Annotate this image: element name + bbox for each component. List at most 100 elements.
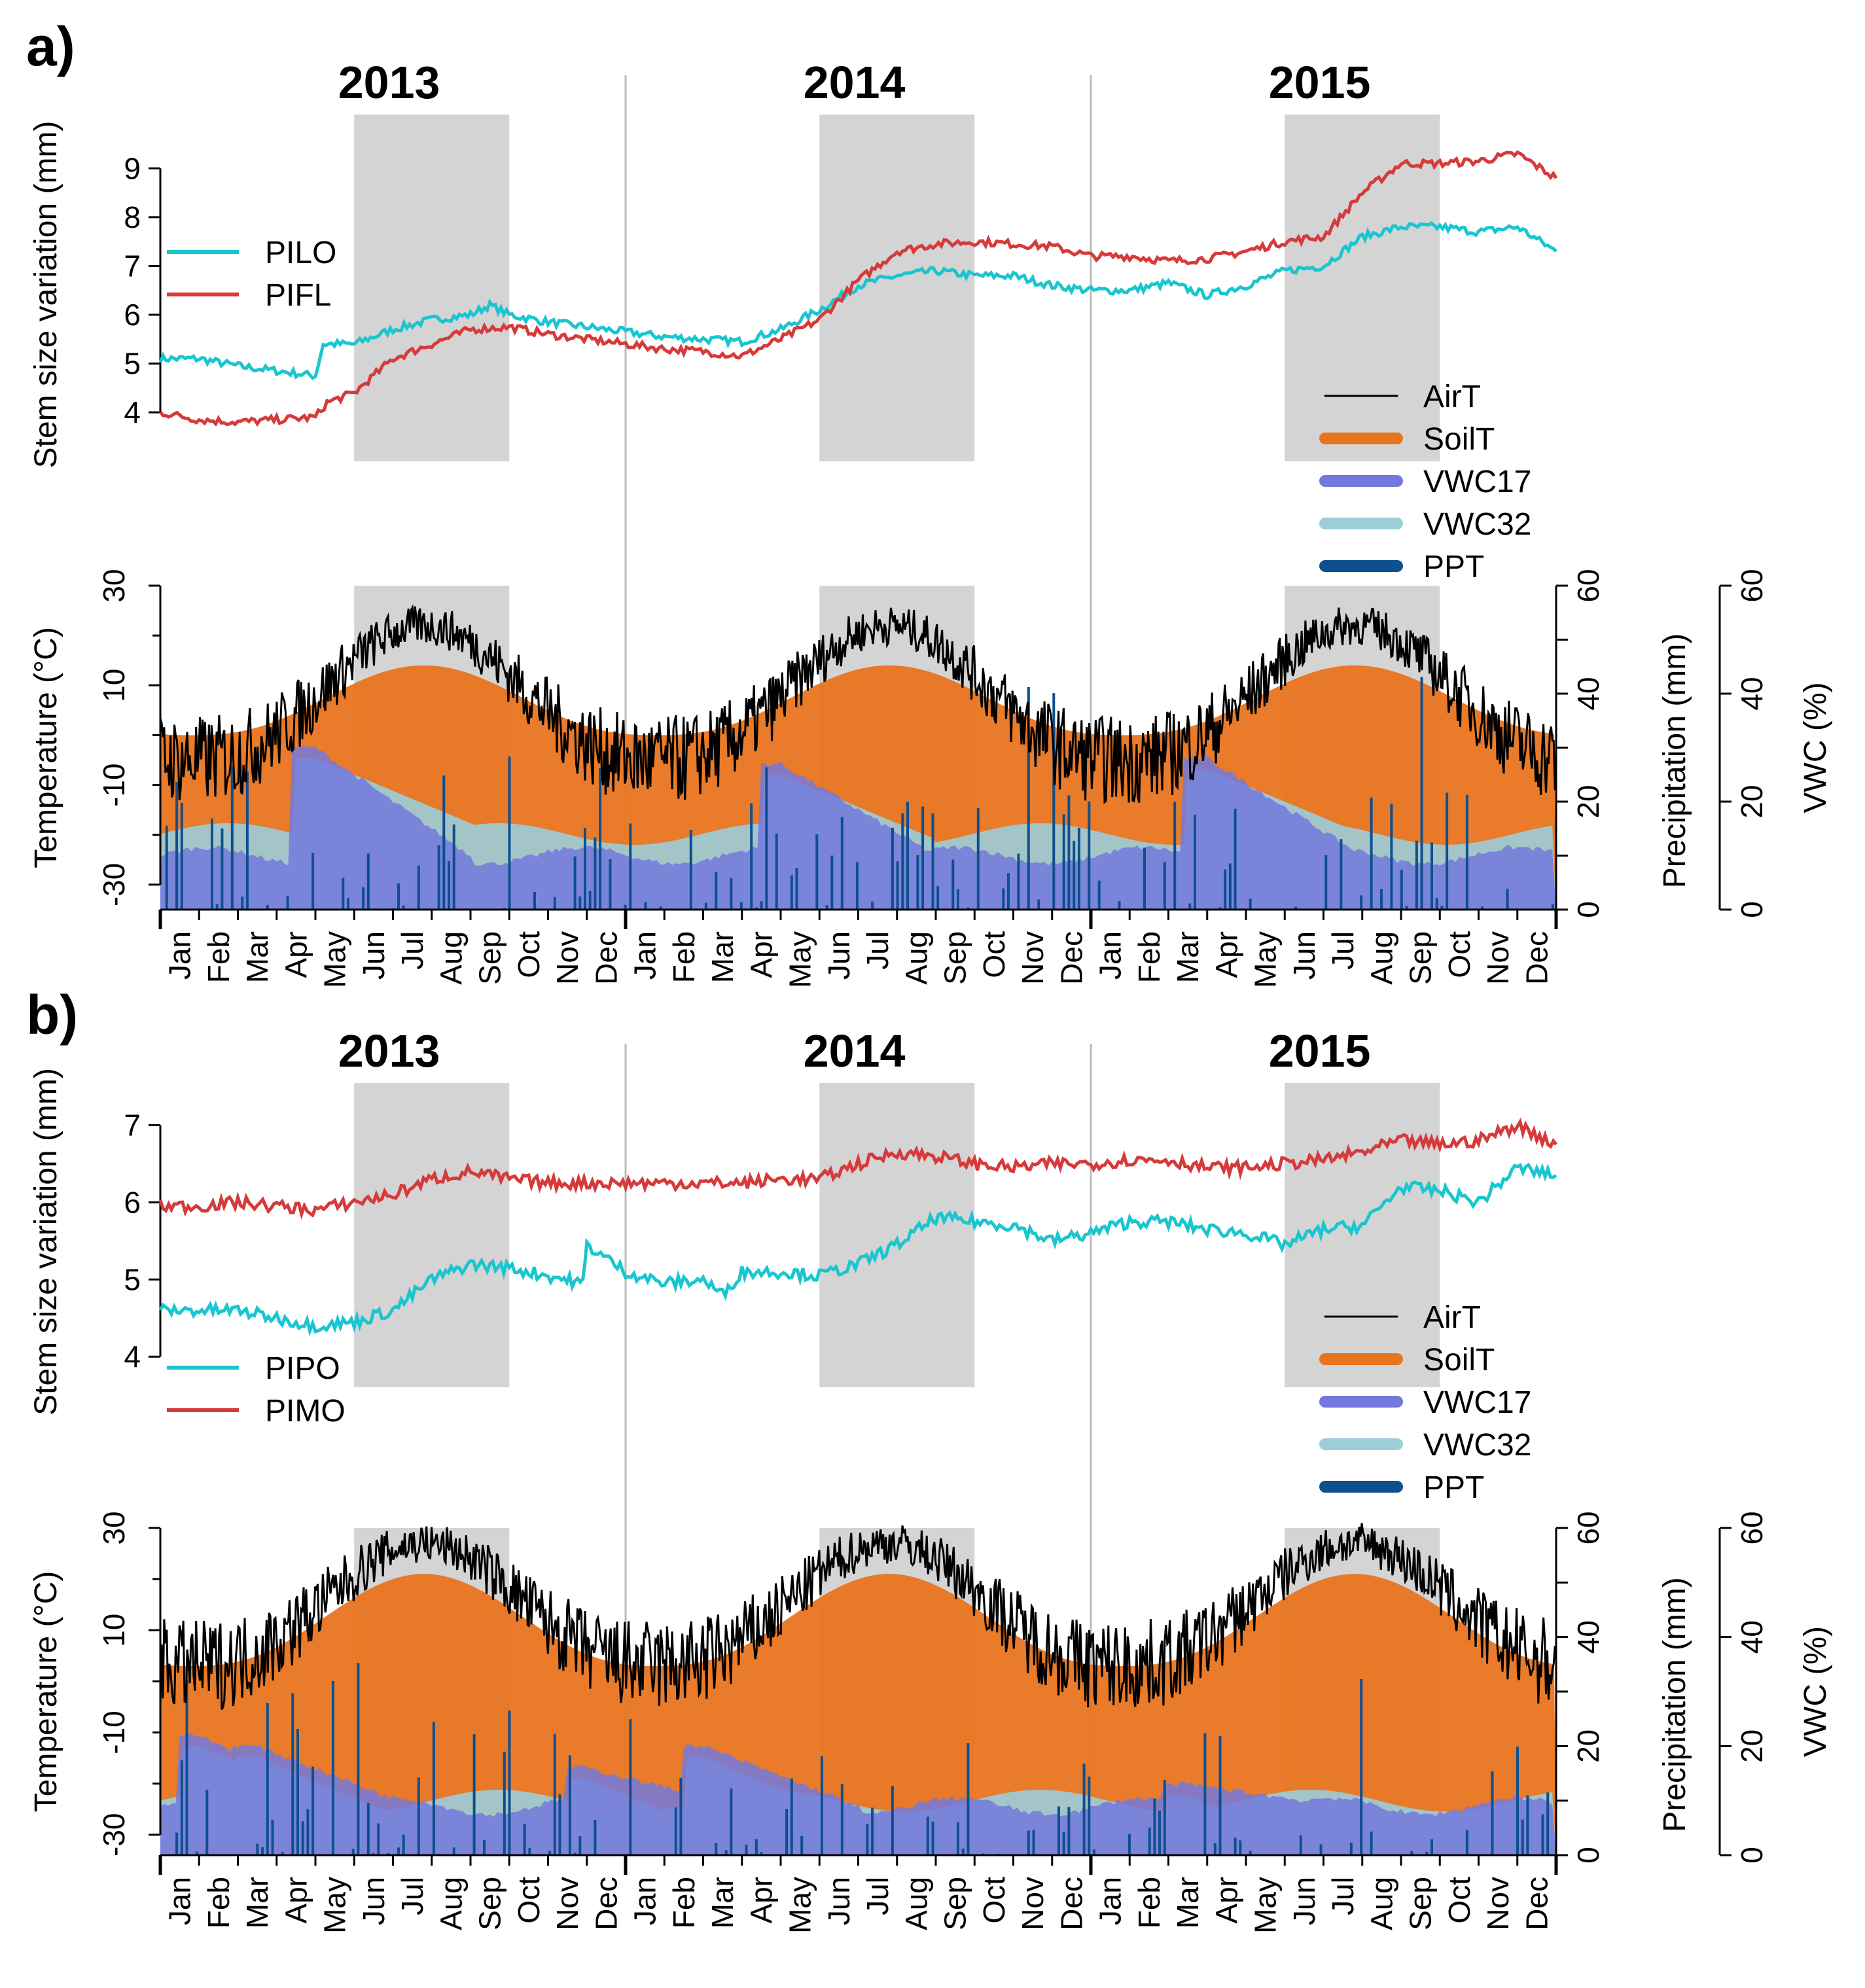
ppt-bar [1077,828,1080,910]
month-label: Jun [357,1877,391,1925]
month-label: Dec [1519,1877,1554,1930]
ppt-bar [397,883,400,910]
y-tick-label: -10 [97,1711,131,1754]
ppt-bar [1082,1764,1086,1855]
month-label: Nov [1016,931,1050,985]
precipitation-y-axis: 60 40 20 0 Precipitation (mm) [1555,569,1692,918]
ppt-bar [366,1803,370,1855]
ppt-bar [1410,1851,1413,1855]
month-label: Nov [1481,1877,1515,1930]
legend-label-pimo: PIMO [265,1394,346,1429]
ppt-bar [1239,1840,1242,1855]
ppt-bar [1067,795,1071,910]
month-label: Aug [899,1877,933,1930]
ppt-bar [936,886,940,910]
ppt-bar [674,1807,677,1855]
month-label: May [783,931,817,988]
legend-label-pilo: PILO [265,236,336,270]
month-label: Apr [1209,931,1243,978]
ppt-bar [1218,1736,1222,1855]
ppt-bar [785,1809,789,1855]
ppt-bar [366,853,370,910]
ppt-bar [185,1680,188,1855]
ppt-bar [1067,1807,1071,1855]
growing-season-shade [819,1083,975,1387]
ppt-bar [1516,1747,1519,1855]
ppt-bar [175,1832,179,1855]
y2-tick-label: 20 [1571,1730,1605,1763]
ppt-bar [1228,863,1232,910]
ppt-bar [230,766,234,910]
ppt-bar [1370,797,1373,910]
ppt-bar [1440,906,1444,910]
y-tick-label: -30 [97,863,131,906]
month-label: Jun [822,1877,856,1925]
stem-legend: PILO PIFL [167,236,336,313]
ppt-bar [921,806,925,910]
ppt-bar [1088,1776,1091,1855]
legend-label-pifl: PIFL [265,278,331,313]
ppt-bar [659,906,662,910]
ppt-bar [1173,802,1177,910]
month-label: Jul [861,931,895,970]
precipitation-axis-label: Precipitation (mm) [1658,633,1692,888]
month-label: Dec [589,1877,623,1930]
ppt-bar [730,1788,733,1855]
y-tick-label: 10 [97,1614,131,1647]
ppt-bar [704,902,707,910]
month-label: Feb [667,1877,701,1928]
ppt-bar [594,1819,597,1855]
ppt-bar [397,1847,400,1855]
y-tick-label: 30 [97,569,131,602]
ppt-bar [951,859,955,910]
ppt-bar [1093,1849,1095,1855]
month-label: Feb [1132,931,1166,983]
ppt-bar [1088,801,1091,910]
climate-legend: AirT SoilT VWC17 VWC32 PPT [1319,1300,1531,1505]
legend-label-airt: AirT [1423,1300,1481,1335]
ppt-bar [790,875,793,910]
ppt-bar [1360,1679,1363,1855]
temperature-y-axis: 30 10 -10 -30 Temperature (°C) [29,569,162,906]
month-label: Mar [240,931,274,983]
vwc-y-axis: 60 40 20 0 VWC (%) [1718,1511,1833,1864]
ppt-bar [855,862,859,910]
ppt-bar [901,813,904,910]
ppt-bar [1218,907,1222,910]
ppt-bar [821,1756,823,1855]
ppt-bar [760,901,763,910]
ppt-bar [372,1853,375,1855]
ppt-bar [624,904,627,910]
ppt-bar [1194,814,1196,910]
ppt-bar [1430,1839,1433,1855]
y-tick-label: 6 [124,298,141,332]
ppt-bar [715,1843,718,1855]
panel-b: b) 2013 2014 2015 4 5 6 7 Stem size variation (m… [26,984,1833,1934]
ppt-bar [1188,903,1192,910]
precipitation-y-axis: 60 40 20 0 Precipitation (mm) [1555,1511,1692,1864]
ppt-bar [1506,889,1509,910]
ppt-bar [594,837,597,910]
month-label: Sep [938,1877,972,1930]
month-label: Jun [1287,1877,1321,1925]
legend-label-vwc17: VWC17 [1423,465,1531,499]
temperature-y-axis: 30 10 -10 -30 Temperature (°C) [29,1511,162,1856]
month-label: Nov [550,1877,584,1930]
month-label: Feb [667,931,701,983]
vwc-axis-label: VWC (%) [1798,1626,1833,1757]
ppt-bar [1128,1834,1131,1855]
month-label: Mar [1171,931,1205,983]
month-label: Oct [512,1877,546,1924]
ppt-bar [926,1817,929,1855]
ppt-bar [568,1755,571,1855]
y-tick-label: 5 [124,1262,141,1296]
month-label: Nov [550,931,584,985]
ppt-bar [437,845,440,910]
ppt-bar [1062,814,1065,910]
y-tick-label: 7 [124,1108,141,1142]
ppt-bar [1062,1832,1065,1855]
month-label: Oct [1442,1877,1476,1924]
ppt-bar [1541,1814,1544,1855]
ppt-bar [528,1848,531,1855]
ppt-bar [387,1853,390,1855]
